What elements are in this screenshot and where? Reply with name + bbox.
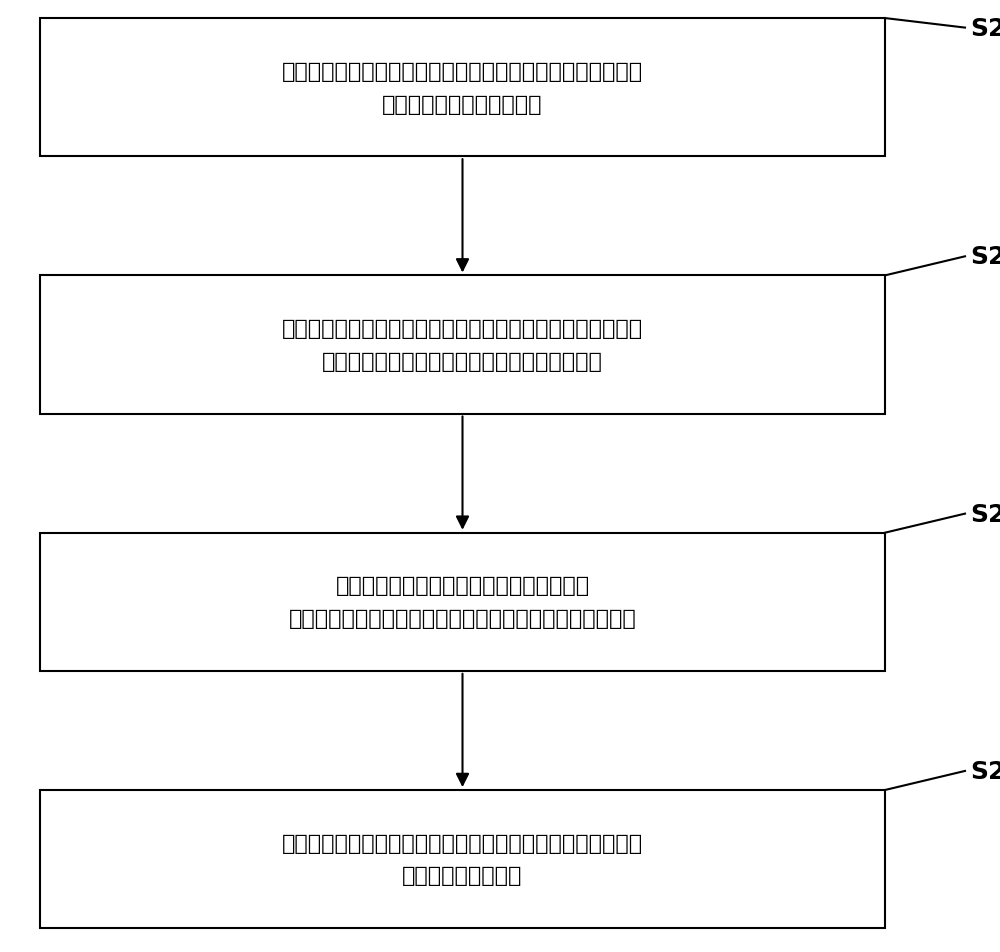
Text: 根据所述确定出的一对麦克风接收到的语音信号进行信号处理
，得到目标语音信号: 根据所述确定出的一对麦克风接收到的语音信号进行信号处理 ，得到目标语音信号 xyxy=(282,833,643,885)
Text: 根据所述多个麦克风中每一对麦克风接收的语音信号确定多个
波达方向，其中每一对麦克风对应一个波达方向: 根据所述多个麦克风中每一对麦克风接收的语音信号确定多个 波达方向，其中每一对麦克… xyxy=(282,319,643,371)
Text: S204: S204 xyxy=(970,245,1000,269)
FancyBboxPatch shape xyxy=(40,276,885,414)
FancyBboxPatch shape xyxy=(40,790,885,928)
Text: S208: S208 xyxy=(970,759,1000,783)
FancyBboxPatch shape xyxy=(40,19,885,157)
FancyBboxPatch shape xyxy=(40,533,885,671)
Text: 获取多个麦克风中每个麦克风接收到的语音信号，其中，所述
多个麦克风组成麦克风阵列: 获取多个麦克风中每个麦克风接收到的语音信号，其中，所述 多个麦克风组成麦克风阵列 xyxy=(282,62,643,114)
Text: S202: S202 xyxy=(970,16,1000,41)
Text: S206: S206 xyxy=(970,502,1000,526)
Text: 对所述多个波达方向得到目标声源方向，根
据所述目标声源方向从所述多个麦克风中确定出一对麦克风: 对所述多个波达方向得到目标声源方向，根 据所述目标声源方向从所述多个麦克风中确定… xyxy=(289,576,636,628)
